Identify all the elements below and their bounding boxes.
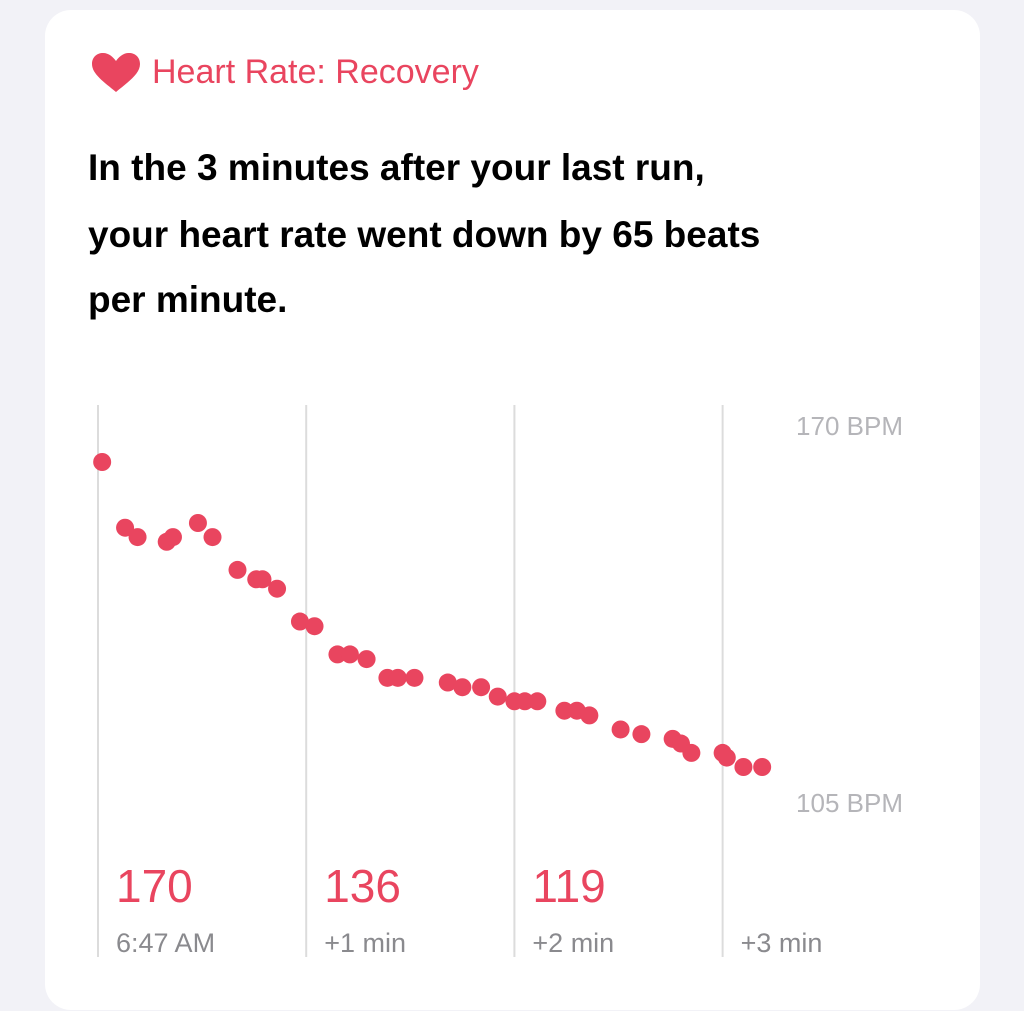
data-point [580, 706, 599, 725]
data-point [340, 645, 359, 664]
data-point [203, 528, 222, 547]
data-point [163, 528, 182, 547]
x-tick-label: +2 min [532, 928, 614, 958]
data-point [528, 692, 547, 711]
data-point [268, 579, 287, 598]
x-tick-label: 6:47 AM [116, 928, 215, 958]
data-point [632, 725, 651, 744]
data-point [116, 518, 135, 537]
data-point [682, 743, 701, 762]
data-point [188, 514, 207, 532]
y-tick-label: 170 BPM [796, 411, 903, 441]
data-point [305, 617, 324, 636]
data-point [515, 692, 534, 711]
data-point [717, 748, 736, 767]
minute-value: 170 [116, 860, 193, 912]
data-point [290, 612, 309, 631]
data-point [438, 673, 457, 692]
data-point [405, 668, 424, 687]
data-point [228, 560, 247, 579]
data-point [611, 720, 630, 739]
summary-line: your heart rate went down by 65 beats [88, 214, 760, 255]
data-point [472, 678, 491, 697]
data-point [93, 453, 112, 471]
minute-value: 119 [532, 860, 605, 912]
data-point [453, 678, 472, 697]
data-point [388, 668, 407, 687]
summary-line: per minute. [88, 279, 287, 320]
y-tick-label: 105 BPM [796, 788, 903, 818]
card-title: Heart Rate: Recovery [152, 53, 479, 91]
data-point [555, 701, 574, 720]
data-point [488, 687, 507, 706]
summary-line: In the 3 minutes after your last run, [88, 147, 705, 188]
data-point [734, 758, 753, 776]
data-point [128, 528, 147, 547]
data-point [357, 650, 376, 669]
minute-value: 136 [324, 860, 401, 912]
heart-icon [92, 53, 140, 92]
data-point [753, 758, 772, 776]
x-tick-label: +1 min [324, 928, 406, 958]
x-tick-label: +3 min [741, 928, 823, 958]
data-point [328, 645, 347, 664]
data-point [253, 570, 272, 589]
